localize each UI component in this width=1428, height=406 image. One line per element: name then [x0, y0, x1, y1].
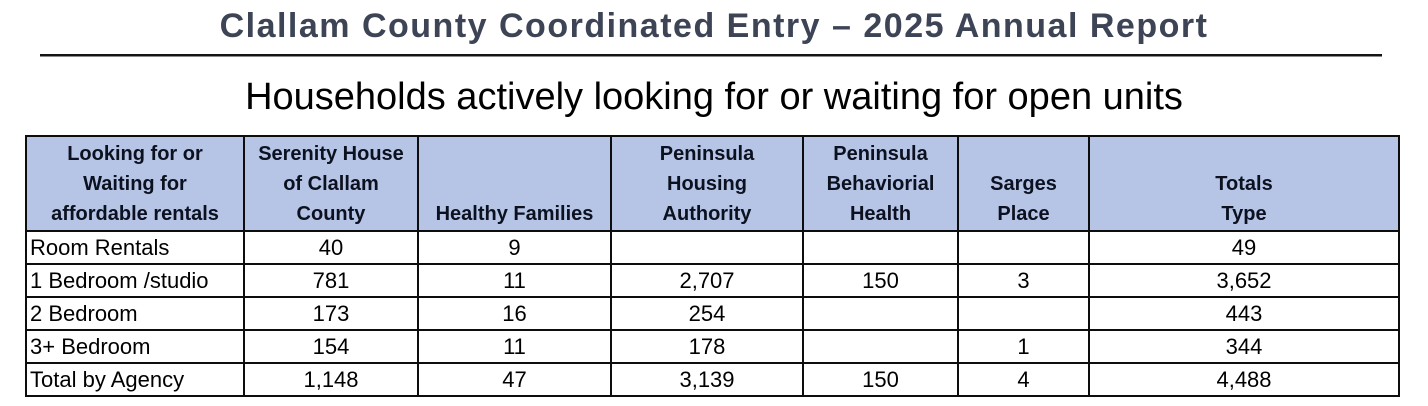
cell-value: [610, 230, 804, 265]
cell-value: 4,488: [1088, 362, 1400, 397]
cell-value: [802, 230, 959, 265]
cell-value: 9: [417, 230, 612, 265]
section-title: Households actively looking for or waiti…: [245, 76, 1183, 118]
cell-value: 1,148: [243, 362, 419, 397]
table-header: Looking for or Waiting for affordable re…: [25, 135, 1400, 232]
cell-value: 2,707: [610, 263, 804, 298]
row-label: Total by Agency: [25, 362, 245, 397]
cell-value: 178: [610, 329, 804, 364]
cell-value: 150: [802, 362, 959, 397]
cell-value: 47: [417, 362, 612, 397]
cell-value: 254: [610, 296, 804, 331]
cell-value: 150: [802, 263, 959, 298]
page-title: Clallam County Coordinated Entry – 2025 …: [219, 7, 1209, 45]
column-header-serenity-house: Serenity House of Clallam County: [243, 135, 419, 232]
title-divider: [40, 54, 1382, 57]
row-label: 1 Bedroom /studio: [25, 263, 245, 298]
cell-value: [957, 296, 1090, 331]
cell-value: 3,139: [610, 362, 804, 397]
table-row-2-bedroom: 2 Bedroom 173 16 254 443: [25, 296, 1400, 331]
cell-value: [802, 329, 959, 364]
table-row-3plus-bedroom: 3+ Bedroom 154 11 178 1 344: [25, 329, 1400, 364]
cell-value: [802, 296, 959, 331]
cell-value: 11: [417, 263, 612, 298]
table-row-total-by-agency: Total by Agency 1,148 47 3,139 150 4 4,4…: [25, 362, 1400, 397]
column-header-looking-for: Looking for or Waiting for affordable re…: [25, 135, 245, 232]
cell-value: 3,652: [1088, 263, 1400, 298]
cell-value: 11: [417, 329, 612, 364]
cell-value: 443: [1088, 296, 1400, 331]
column-header-healthy-families: Healthy Families: [417, 135, 612, 232]
cell-value: [957, 230, 1090, 265]
column-header-peninsula-housing-authority: Peninsula Housing Authority: [610, 135, 804, 232]
row-label: 2 Bedroom: [25, 296, 245, 331]
cell-value: 16: [417, 296, 612, 331]
table-row-room-rentals: Room Rentals 40 9 49: [25, 230, 1400, 265]
row-label: Room Rentals: [25, 230, 245, 265]
cell-value: 40: [243, 230, 419, 265]
households-table: Looking for or Waiting for affordable re…: [25, 135, 1400, 397]
header-row: Looking for or Waiting for affordable re…: [25, 135, 1400, 232]
column-header-totals-type: Totals Type: [1088, 135, 1400, 232]
cell-value: 154: [243, 329, 419, 364]
cell-value: 1: [957, 329, 1090, 364]
cell-value: 3: [957, 263, 1090, 298]
cell-value: 173: [243, 296, 419, 331]
row-label: 3+ Bedroom: [25, 329, 245, 364]
cell-value: 49: [1088, 230, 1400, 265]
cell-value: 344: [1088, 329, 1400, 364]
column-header-peninsula-behaviorial-health: Peninsula Behaviorial Health: [802, 135, 959, 232]
table-row-1-bedroom-studio: 1 Bedroom /studio 781 11 2,707 150 3 3,6…: [25, 263, 1400, 298]
column-header-sarges-place: Sarges Place: [957, 135, 1090, 232]
table-body: Room Rentals 40 9 49 1 Bedroom /studio 7…: [25, 230, 1400, 397]
cell-value: 781: [243, 263, 419, 298]
cell-value: 4: [957, 362, 1090, 397]
